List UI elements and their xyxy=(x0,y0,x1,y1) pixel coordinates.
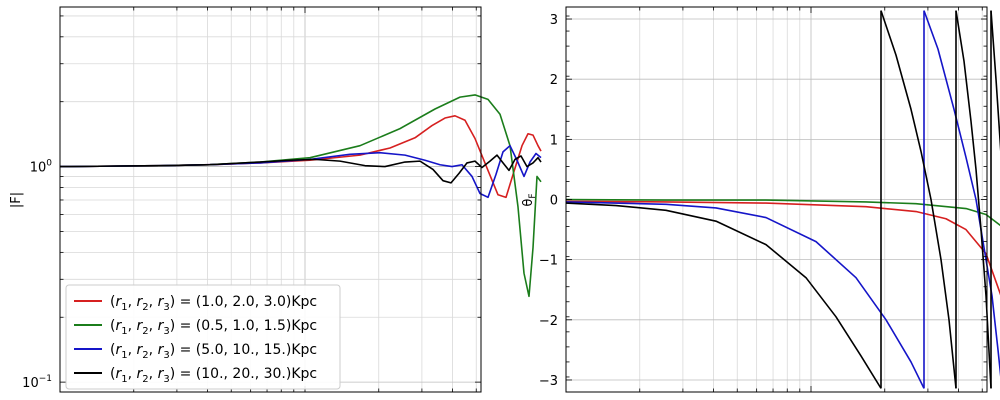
plot-frame xyxy=(59,6,482,393)
plot-frame xyxy=(565,6,988,393)
series-line xyxy=(565,200,1000,296)
y-axis-label-symbol: θ xyxy=(521,199,536,207)
y-tick-label: 2 xyxy=(550,73,558,88)
y-tick-label: 3 xyxy=(550,13,558,28)
legend-box xyxy=(65,284,341,390)
magnitude-panel: 10−1 100 (r1, r2, r3) = (1.0, 2.0, 3.0)Kp… xyxy=(22,6,542,393)
legend-label: (r1, r2, r3) = (5.0, 10., 15.)Kpc xyxy=(110,342,317,361)
y-axis-label: θF xyxy=(521,193,538,206)
phase-panel: 3 2 1 0 −1 −2 −3 xyxy=(539,6,1000,393)
y-tick-label: 100 xyxy=(30,159,53,176)
series-group xyxy=(60,94,542,298)
y-tick-label: −3 xyxy=(539,374,558,389)
series-line xyxy=(565,10,1000,389)
legend: (r1, r2, r3) = (1.0, 2.0, 3.0)Kpc (r1, r2… xyxy=(65,284,341,390)
series-line xyxy=(565,10,1000,389)
y-ticks: 10−1 100 xyxy=(22,15,481,391)
y-tick-label: −1 xyxy=(539,254,558,269)
legend-label: (r1, r2, r3) = (10., 20., 30.)Kpc xyxy=(110,366,317,385)
grid-lines xyxy=(566,7,987,392)
y-ticks: 3 2 1 0 −1 −2 −3 xyxy=(539,13,987,393)
y-tick-label: 0 xyxy=(550,194,558,209)
y-tick-label: 1 xyxy=(550,133,558,148)
x-ticks xyxy=(639,7,983,392)
legend-label: (r1, r2, r3) = (1.0, 2.0, 3.0)Kpc xyxy=(110,294,317,313)
y-axis-label: |F| xyxy=(9,192,24,208)
y-tick-label: −2 xyxy=(539,314,558,329)
legend-label: (r1, r2, r3) = (0.5, 1.0, 1.5)Kpc xyxy=(110,318,317,337)
series-group xyxy=(565,10,1000,389)
series-line xyxy=(60,154,542,184)
y-tick-label: 10−1 xyxy=(22,374,52,391)
y-axis-label-subscript: F xyxy=(528,193,538,198)
series-line xyxy=(565,198,1000,227)
